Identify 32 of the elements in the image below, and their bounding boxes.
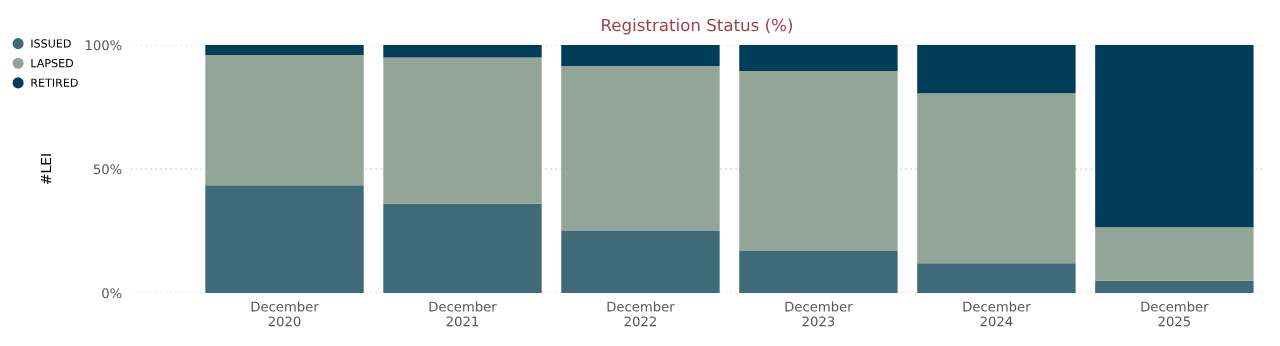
x-tick-label: December 2022 xyxy=(607,301,675,327)
y-axis-title: #LEI xyxy=(40,154,52,185)
x-tick-label: December 2020 xyxy=(251,301,319,327)
bar xyxy=(917,93,1076,264)
bar xyxy=(205,185,364,294)
bar xyxy=(739,250,898,294)
x-tick-label: December 2024 xyxy=(963,301,1031,327)
bar xyxy=(1095,280,1254,294)
bar xyxy=(739,44,898,72)
chart-title: Registration Status (%) xyxy=(602,18,793,35)
x-tick-label: December 2023 xyxy=(785,301,853,327)
bar xyxy=(383,44,542,58)
y-tick-label: 100% xyxy=(85,40,122,51)
bar xyxy=(383,57,542,204)
legend-label: LAPSED xyxy=(31,58,74,68)
bar xyxy=(561,66,720,232)
legend-label: ISSUED xyxy=(31,39,71,48)
bar xyxy=(739,71,898,251)
bar xyxy=(561,44,720,67)
y-tick-label: 50% xyxy=(93,164,122,175)
bar xyxy=(1095,44,1254,228)
bar xyxy=(917,44,1076,94)
bar xyxy=(383,203,542,294)
bar xyxy=(205,44,364,55)
bar xyxy=(561,231,720,294)
legend-label: RETIRED xyxy=(31,78,78,87)
x-tick-label: December 2021 xyxy=(429,301,497,327)
y-tick-label: 0% xyxy=(102,288,122,299)
bar xyxy=(1095,227,1254,281)
bar xyxy=(917,263,1076,294)
bar xyxy=(205,54,364,186)
x-tick-label: December 2025 xyxy=(1141,301,1209,327)
